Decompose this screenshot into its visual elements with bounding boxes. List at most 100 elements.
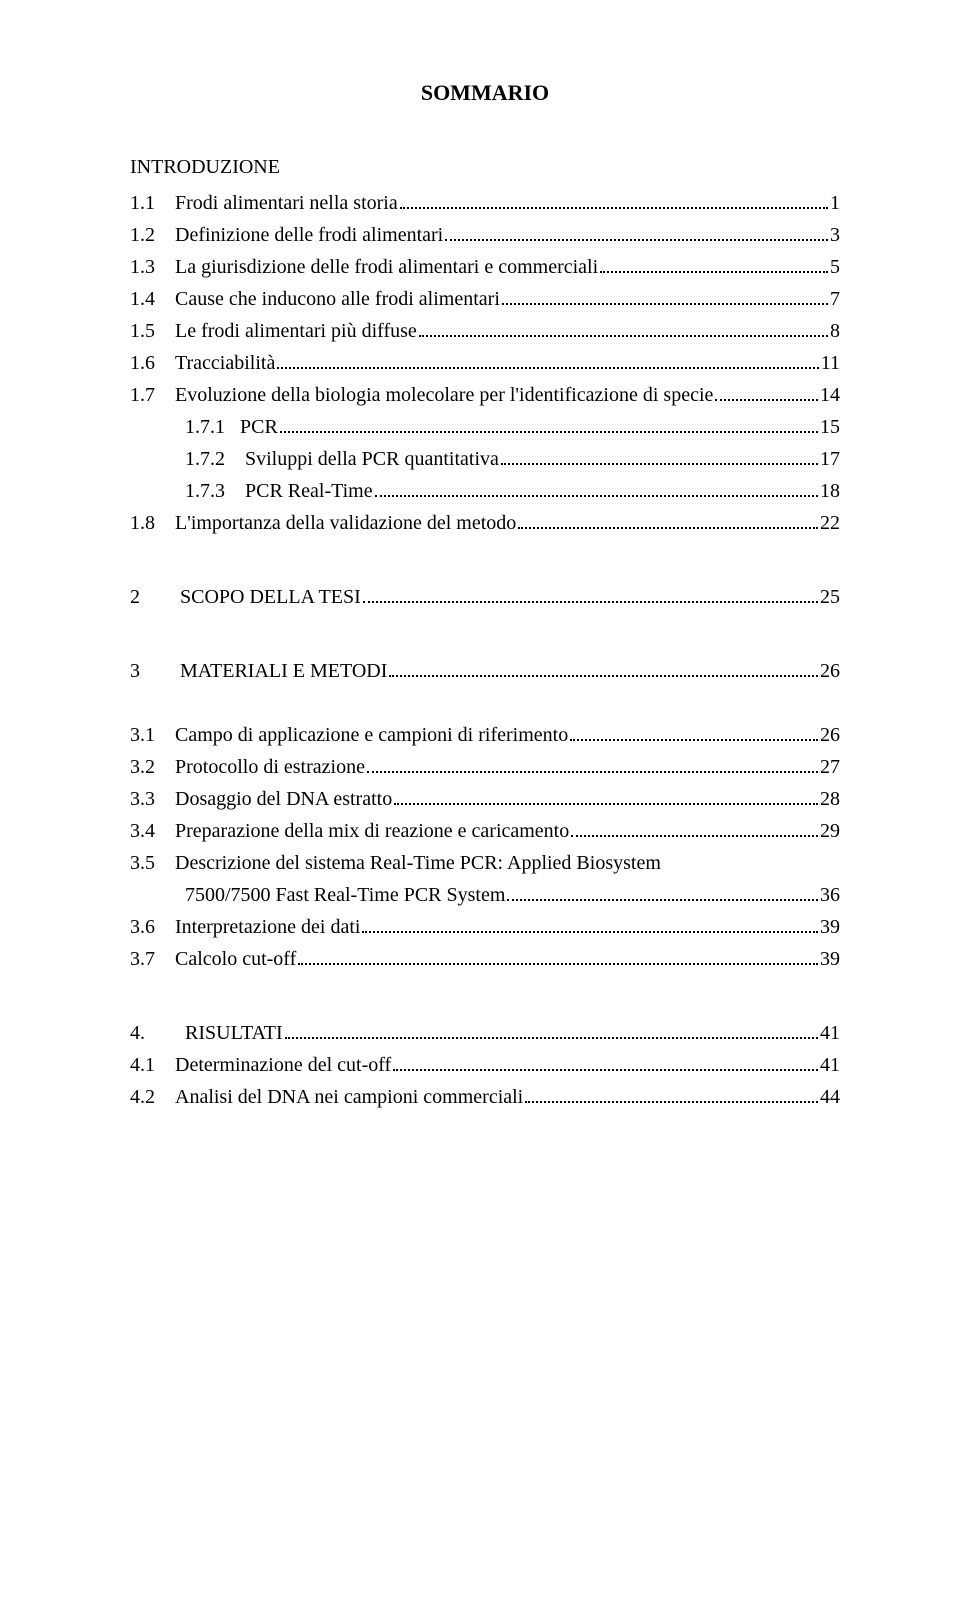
toc-text: RISULTATI (185, 1017, 283, 1049)
toc-text: Preparazione della mix di reazione e car… (175, 815, 569, 847)
toc-page-number: 22 (820, 507, 840, 539)
toc-leader-dots (277, 367, 818, 369)
toc-text: Evoluzione della biologia molecolare per… (175, 379, 713, 411)
toc-page-number: 41 (820, 1049, 840, 1081)
toc-entry: 1.4 Cause che inducono alle frodi alimen… (130, 283, 840, 315)
page-title: SOMMARIO (130, 80, 840, 106)
toc-number: 3.1 (130, 719, 175, 751)
toc-page-number: 26 (820, 655, 840, 687)
toc-entry: 1.7.1 PCR 15 (130, 411, 840, 443)
toc-page-number: 7 (830, 283, 840, 315)
toc-leader-dots (363, 601, 818, 603)
toc-page-number: 18 (820, 475, 840, 507)
toc-text: Sviluppi della PCR quantitativa (245, 443, 499, 475)
toc-text: Definizione delle frodi alimentari (175, 219, 443, 251)
toc-text: Analisi del DNA nei campioni commerciali (175, 1081, 523, 1113)
toc-page-number: 8 (830, 315, 840, 347)
toc-leader-dots (362, 931, 818, 933)
toc-text: Frodi alimentari nella storia (175, 187, 398, 219)
toc-entry: 1.3 La giurisdizione delle frodi aliment… (130, 251, 840, 283)
toc-text: 7500/7500 Fast Real-Time PCR System (185, 879, 505, 911)
toc-text: SCOPO DELLA TESI (180, 581, 361, 613)
toc-section-head: INTRODUZIONE (130, 156, 840, 179)
toc-entry: 3.1 Campo di applicazione e campioni di … (130, 719, 840, 751)
toc-text: La giurisdizione delle frodi alimentari … (175, 251, 598, 283)
toc-number: 4. (130, 1017, 185, 1049)
toc-page-number: 17 (820, 443, 840, 475)
toc-text: Interpretazione dei dati (175, 911, 360, 943)
toc-number: 1.7.3 (185, 475, 245, 507)
toc-leader-dots (570, 739, 818, 741)
toc-entry: 1.7 Evoluzione della biologia molecolare… (130, 379, 840, 411)
toc-entry: 1.6 Tracciabilità 11 (130, 347, 840, 379)
toc-leader-dots (501, 463, 818, 465)
toc-text: Determinazione del cut-off (175, 1049, 391, 1081)
toc-leader-dots (507, 899, 818, 901)
toc-leader-dots (502, 303, 828, 305)
toc-number: 1.8 (130, 507, 175, 539)
toc-entry: 1.5 Le frodi alimentari più diffuse 8 (130, 315, 840, 347)
toc-leader-dots (571, 835, 818, 837)
toc-text: Campo di applicazione e campioni di rife… (175, 719, 568, 751)
toc-leader-dots (400, 207, 828, 209)
toc-entry: 3.6 Interpretazione dei dati39 (130, 911, 840, 943)
toc-entry: 3.4 Preparazione della mix di reazione e… (130, 815, 840, 847)
toc-number: 3.6 (130, 911, 175, 943)
toc-number: 1.6 (130, 347, 175, 379)
toc-text: Tracciabilità (175, 347, 275, 379)
toc-entry: 1.7.3 PCR Real-Time 18 (130, 475, 840, 507)
toc-text: PCR (240, 411, 278, 443)
toc-page-number: 28 (820, 783, 840, 815)
toc-entry: 4.2 Analisi del DNA nei campioni commerc… (130, 1081, 840, 1113)
toc-number: 4.2 (130, 1081, 175, 1113)
toc-leader-dots (419, 335, 828, 337)
toc-entry: 1.8 L'importanza della validazione del m… (130, 507, 840, 539)
toc-number: 1.2 (130, 219, 175, 251)
toc-entry: 4.1 Determinazione del cut-off 41 (130, 1049, 840, 1081)
toc-number: 2 (130, 581, 180, 613)
toc-text: Protocollo di estrazione (175, 751, 365, 783)
toc-page-number: 1 (830, 187, 840, 219)
toc-leader-dots (525, 1101, 818, 1103)
table-of-contents: INTRODUZIONE1.1 Frodi alimentari nella s… (130, 156, 840, 1113)
toc-spacer (130, 539, 840, 581)
toc-page-number: 27 (820, 751, 840, 783)
toc-number: 1.7 (130, 379, 175, 411)
toc-leader-dots (375, 495, 818, 497)
toc-text: PCR Real-Time (245, 475, 373, 507)
toc-entry: 1.1 Frodi alimentari nella storia1 (130, 187, 840, 219)
toc-leader-dots (445, 239, 828, 241)
toc-number: 3.4 (130, 815, 175, 847)
toc-number: 1.7.1 (185, 411, 240, 443)
toc-number: 1.7.2 (185, 443, 245, 475)
toc-text: L'importanza della validazione del metod… (175, 507, 516, 539)
toc-number: 1.5 (130, 315, 175, 347)
toc-spacer (130, 687, 840, 719)
toc-page-number: 44 (820, 1081, 840, 1113)
toc-entry: 1.7.2 Sviluppi della PCR quantitativa 17 (130, 443, 840, 475)
toc-page-number: 15 (820, 411, 840, 443)
toc-number: 4.1 (130, 1049, 175, 1081)
toc-entry: 3.7 Calcolo cut-off 39 (130, 943, 840, 975)
toc-page-number: 11 (821, 347, 840, 379)
toc-page-number: 26 (820, 719, 840, 751)
toc-entry: 3.2 Protocollo di estrazione27 (130, 751, 840, 783)
toc-page-number: 25 (820, 581, 840, 613)
toc-leader-dots (367, 771, 818, 773)
toc-page-number: 36 (820, 879, 840, 911)
toc-spacer (130, 975, 840, 1017)
toc-leader-dots (715, 399, 818, 401)
toc-leader-dots (518, 527, 818, 529)
toc-entry: 1.2 Definizione delle frodi alimentari3 (130, 219, 840, 251)
toc-text: Le frodi alimentari più diffuse (175, 315, 417, 347)
toc-page-number: 41 (820, 1017, 840, 1049)
toc-number: 3 (130, 655, 180, 687)
toc-entry-continuation: 7500/7500 Fast Real-Time PCR System 36 (130, 879, 840, 911)
toc-leader-dots (298, 963, 818, 965)
toc-entry: 3.3 Dosaggio del DNA estratto28 (130, 783, 840, 815)
toc-leader-dots (394, 803, 818, 805)
toc-text: Dosaggio del DNA estratto (175, 783, 392, 815)
toc-leader-dots (389, 675, 818, 677)
toc-page-number: 5 (830, 251, 840, 283)
toc-text: Descrizione del sistema Real-Time PCR: A… (175, 847, 661, 879)
